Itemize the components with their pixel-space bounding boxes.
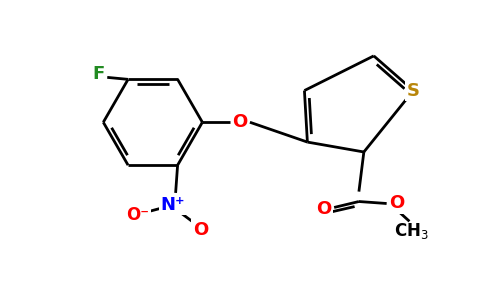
Text: O: O	[193, 220, 208, 238]
Text: CH$_3$: CH$_3$	[394, 221, 429, 241]
Text: F: F	[92, 65, 105, 83]
Text: O⁻: O⁻	[126, 206, 150, 224]
Text: N⁺: N⁺	[160, 196, 185, 214]
Text: S: S	[407, 82, 420, 100]
Text: O: O	[317, 200, 332, 218]
Text: O: O	[232, 113, 248, 131]
Text: O: O	[389, 194, 404, 212]
